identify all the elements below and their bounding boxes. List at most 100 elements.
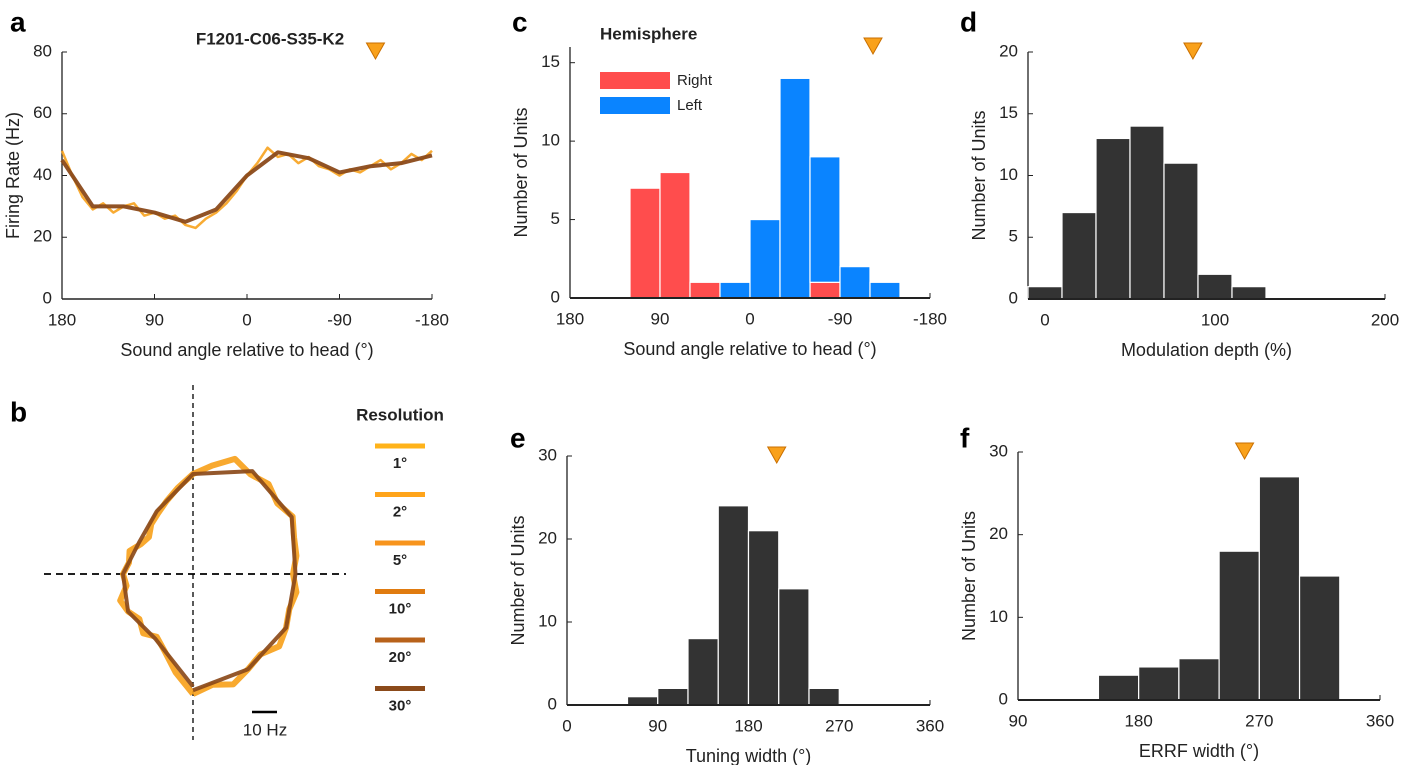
- x-tick-label: -90: [327, 310, 352, 329]
- x-tick-label: 270: [1245, 711, 1273, 730]
- bar: [749, 218, 781, 299]
- y-tick-label: 5: [551, 209, 560, 228]
- legend-label: Left: [677, 97, 703, 114]
- bar: [629, 187, 661, 299]
- bar: [1258, 476, 1301, 701]
- x-tick-label: 0: [745, 309, 754, 328]
- x-tick-label: 180: [1124, 711, 1152, 730]
- x-tick-label: 90: [1009, 711, 1028, 730]
- y-tick-label: 60: [33, 103, 52, 122]
- x-axis-label: Sound angle relative to head (°): [623, 339, 876, 359]
- y-axis-label: Number of Units: [511, 107, 531, 237]
- legend-label: 5°: [393, 552, 407, 569]
- panel-letter: f: [960, 422, 970, 453]
- x-axis-label: ERRF width (°): [1139, 741, 1259, 761]
- x-tick-label: 180: [556, 309, 584, 328]
- panel-letter: a: [10, 6, 26, 37]
- marker: [365, 42, 386, 61]
- bar: [1138, 666, 1180, 701]
- y-tick-label: 0: [551, 287, 560, 306]
- bar: [1218, 550, 1260, 701]
- legend-label: Right: [677, 72, 713, 89]
- bar: [1027, 286, 1063, 300]
- bar: [719, 281, 751, 299]
- y-axis-label: Number of Units: [959, 511, 979, 641]
- y-axis-label: Number of Units: [508, 515, 528, 645]
- legend-title: Hemisphere: [600, 24, 697, 43]
- polar-series: [121, 469, 298, 693]
- x-tick-label: 90: [145, 310, 164, 329]
- bar: [657, 687, 689, 706]
- panel-letter: b: [10, 396, 27, 427]
- bar: [659, 171, 691, 299]
- y-tick-label: 10: [541, 131, 560, 150]
- bar: [1163, 162, 1199, 300]
- y-tick-label: 80: [33, 41, 52, 60]
- bar: [747, 530, 780, 706]
- x-tick-label: 200: [1371, 310, 1399, 329]
- bar: [808, 687, 840, 706]
- legend-title: Resolution: [356, 405, 444, 424]
- bar: [1095, 137, 1131, 300]
- legend-swatch: [600, 72, 670, 89]
- bar: [809, 156, 841, 283]
- legend-label: 30°: [389, 697, 412, 714]
- y-tick-label: 20: [538, 528, 557, 547]
- line-series: [60, 150, 433, 224]
- bar: [779, 77, 811, 299]
- x-tick-label: -180: [913, 309, 947, 328]
- x-axis-label: Tuning width (°): [686, 746, 812, 765]
- y-tick-label: 0: [43, 288, 52, 307]
- bar: [1197, 273, 1233, 300]
- bar: [1129, 125, 1165, 300]
- bar: [1178, 658, 1220, 701]
- y-tick-label: 30: [538, 445, 557, 464]
- x-tick-label: 0: [242, 310, 251, 329]
- bar: [809, 281, 841, 299]
- bar: [1097, 674, 1140, 701]
- legend-label: 20°: [389, 649, 412, 666]
- y-tick-label: 15: [999, 103, 1018, 122]
- y-tick-label: 10: [999, 165, 1018, 184]
- bar: [717, 505, 750, 706]
- x-axis-label: Modulation depth (%): [1121, 340, 1292, 360]
- x-tick-label: 270: [825, 716, 853, 735]
- panel-letter: d: [960, 6, 977, 37]
- marker: [1183, 42, 1203, 61]
- y-tick-label: 0: [999, 689, 1008, 708]
- y-tick-label: 15: [541, 52, 560, 71]
- x-tick-label: 0: [562, 716, 571, 735]
- bar: [687, 637, 719, 706]
- bar: [869, 281, 901, 299]
- x-tick-label: 90: [648, 716, 667, 735]
- bar: [839, 266, 871, 299]
- bar: [1298, 575, 1341, 701]
- bar: [1061, 211, 1097, 300]
- x-axis-label: Sound angle relative to head (°): [120, 340, 373, 360]
- y-tick-label: 20: [33, 227, 52, 246]
- panel-letter: e: [510, 422, 526, 453]
- x-tick-label: 180: [48, 310, 76, 329]
- line-series: [60, 146, 433, 230]
- bar: [626, 696, 659, 706]
- y-tick-label: 0: [1009, 288, 1018, 307]
- scale-bar-label: 10 Hz: [243, 720, 287, 739]
- marker: [1234, 442, 1255, 461]
- y-tick-label: 0: [548, 694, 557, 713]
- x-tick-label: 360: [916, 716, 944, 735]
- y-tick-label: 20: [999, 41, 1018, 60]
- legend-label: 2°: [393, 503, 407, 520]
- bar: [1231, 286, 1267, 300]
- y-tick-label: 5: [1009, 227, 1018, 246]
- bar: [689, 281, 721, 299]
- bar: [778, 588, 810, 706]
- y-tick-label: 10: [989, 607, 1008, 626]
- chart-title: F1201-C06-S35-K2: [196, 29, 344, 48]
- y-tick-label: 10: [538, 611, 557, 630]
- y-tick-label: 20: [989, 524, 1008, 543]
- y-tick-label: 30: [989, 441, 1008, 460]
- legend-label: 10°: [389, 600, 412, 617]
- x-tick-label: 90: [651, 309, 670, 328]
- y-tick-label: 40: [33, 165, 52, 184]
- legend-swatch: [600, 97, 670, 114]
